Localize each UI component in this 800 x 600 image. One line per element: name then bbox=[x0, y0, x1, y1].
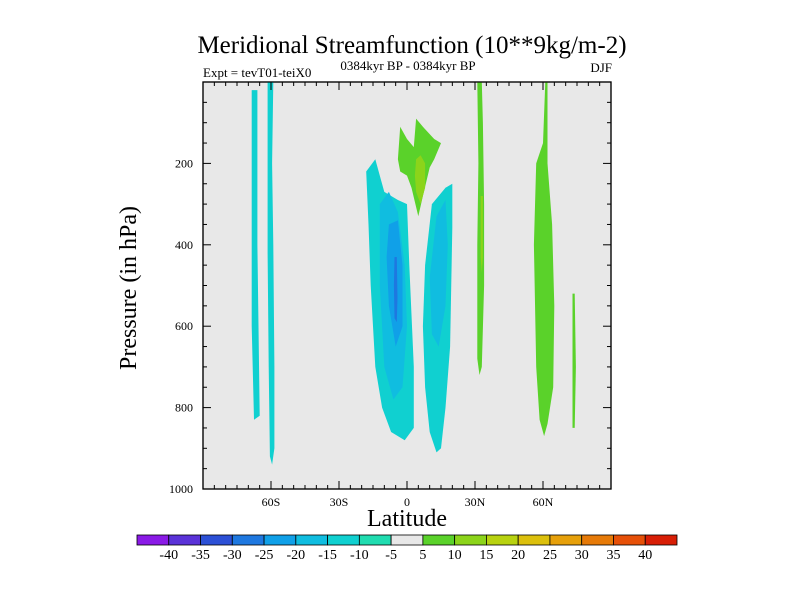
colorbar-label: 40 bbox=[638, 548, 652, 563]
colorbar: -40 -35 -30 -25 -20 -15 -10 -5 5 10 15 20 25 30 35 40 bbox=[136, 534, 678, 563]
experiment-label: Expt = tevT01-teiX0 bbox=[203, 65, 311, 80]
colorbar-label: 35 bbox=[606, 548, 620, 563]
axis-ticks: 60S 30S 0 30N 60N 200 400 600 800 1000 bbox=[169, 82, 611, 509]
colorbar-label: 25 bbox=[543, 548, 557, 563]
y-tick-label: 400 bbox=[175, 238, 193, 252]
colorbar-swatch bbox=[136, 534, 170, 546]
colorbar-swatch bbox=[644, 534, 678, 546]
colorbar-label: -5 bbox=[385, 548, 397, 563]
colorbar-swatch bbox=[486, 534, 519, 546]
colorbar-swatch bbox=[454, 534, 487, 546]
region-neg-cell-main-25 bbox=[393, 257, 398, 323]
y-tick-label: 1000 bbox=[169, 482, 193, 496]
region-pos-upper-cell-10 bbox=[414, 155, 426, 205]
plot-frame bbox=[202, 81, 612, 490]
colorbar-label: -20 bbox=[286, 548, 305, 563]
y-tick-label: 600 bbox=[175, 319, 193, 333]
colorbar-swatch bbox=[327, 534, 360, 546]
y-axis-title: Pressure (in hPa) bbox=[116, 206, 142, 370]
colorbar-swatch bbox=[517, 534, 551, 546]
colorbar-swatch bbox=[358, 534, 392, 546]
colorbar-swatch bbox=[263, 534, 297, 546]
period-label: 0384kyr BP - 0384kyr BP bbox=[340, 58, 475, 73]
colorbar-label: 10 bbox=[448, 548, 462, 563]
colorbar-label: -35 bbox=[191, 548, 210, 563]
colorbar-label: 5 bbox=[419, 548, 426, 563]
colorbar-swatch bbox=[200, 534, 233, 546]
colorbar-label: -30 bbox=[223, 548, 242, 563]
x-tick-label: 60N bbox=[533, 495, 554, 509]
colorbar-swatch bbox=[390, 534, 424, 546]
x-tick-label: 60S bbox=[262, 495, 281, 509]
colorbar-label: -15 bbox=[318, 548, 337, 563]
y-tick-label: 200 bbox=[175, 156, 193, 170]
x-axis-title: Latitude bbox=[367, 506, 447, 532]
region-pos-73N-strip bbox=[572, 293, 576, 428]
colorbar-label: -10 bbox=[350, 548, 369, 563]
region-neg-cell-nh-15 bbox=[429, 200, 448, 347]
contour-regions bbox=[251, 82, 576, 465]
region-neg-63S-strip bbox=[251, 90, 260, 420]
region-pos-30N-strip-10 bbox=[480, 196, 483, 274]
y-tick-label: 800 bbox=[175, 401, 193, 415]
colorbar-label: -25 bbox=[255, 548, 274, 563]
colorbar-label: 20 bbox=[511, 548, 525, 563]
colorbar-swatch bbox=[613, 534, 646, 546]
colorbar-swatch bbox=[549, 534, 583, 546]
x-tick-label: 30N bbox=[465, 495, 486, 509]
region-pos-60N-strip bbox=[533, 82, 555, 437]
colorbar-label: 15 bbox=[479, 548, 493, 563]
colorbar-swatch bbox=[231, 534, 265, 546]
season-label: DJF bbox=[590, 60, 612, 75]
colorbar-label: 30 bbox=[575, 548, 589, 563]
colorbar-swatch bbox=[295, 534, 328, 546]
colorbar-swatch bbox=[168, 534, 201, 546]
colorbar-label: -40 bbox=[159, 548, 178, 563]
colorbar-swatch bbox=[581, 534, 614, 546]
region-neg-58S-strip bbox=[267, 82, 275, 465]
colorbar-swatch bbox=[422, 534, 456, 546]
x-tick-label: 0 bbox=[404, 495, 410, 509]
chart-title: Meridional Streamfunction (10**9kg/m-2) bbox=[197, 32, 626, 59]
x-tick-label: 30S bbox=[330, 495, 349, 509]
